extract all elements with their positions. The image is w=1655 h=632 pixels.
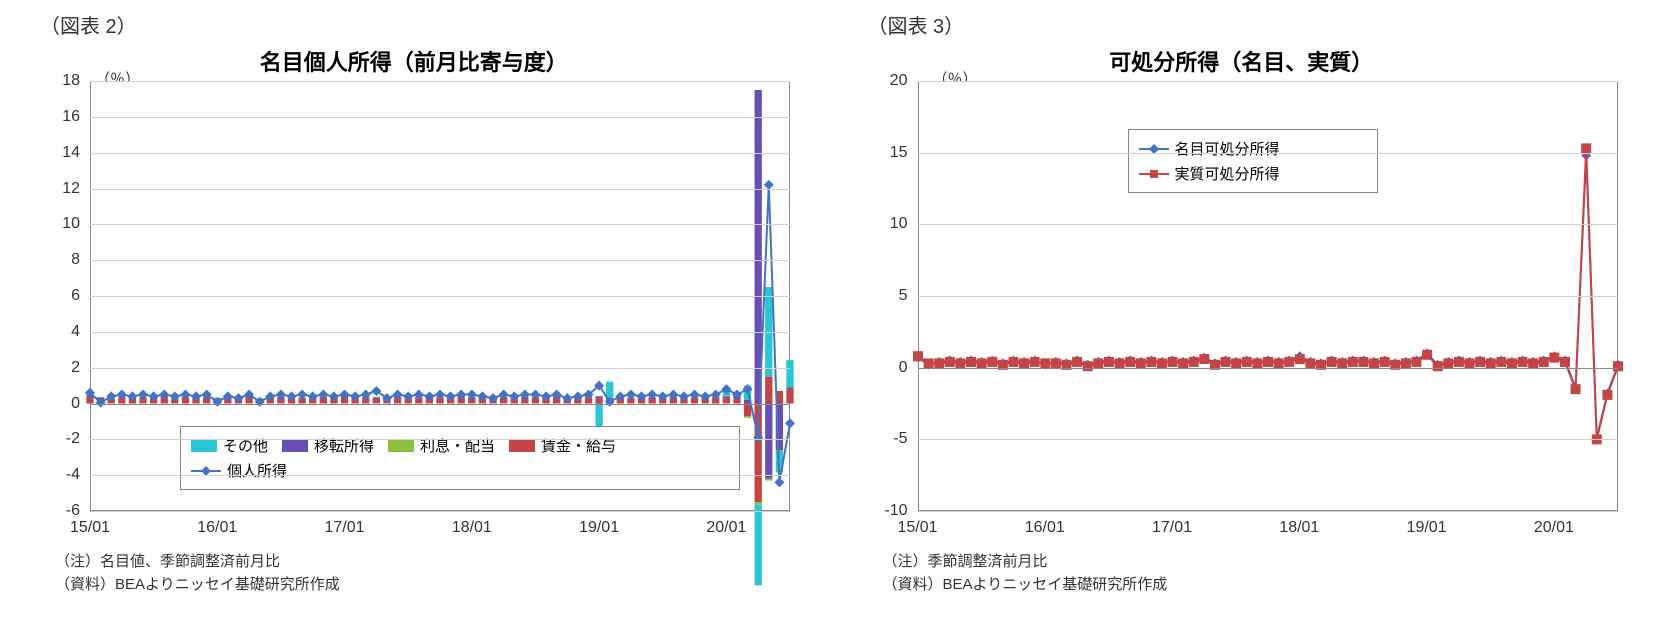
y-tick-label: -6 bbox=[40, 502, 80, 520]
y-tick-label: 14 bbox=[40, 144, 80, 162]
y-tick-label: 20 bbox=[868, 72, 908, 90]
x-tick-label: 16/01 bbox=[197, 519, 237, 537]
x-tick-label: 16/01 bbox=[1025, 519, 1065, 537]
x-tick-label: 15/01 bbox=[897, 519, 937, 537]
legend-label: 個人所得 bbox=[227, 460, 287, 481]
chart-notes: （注）季節調整済前月比 （資料）BEAよりニッセイ基礎研究所作成 bbox=[883, 551, 1636, 596]
note-line: （注）季節調整済前月比 bbox=[883, 551, 1636, 574]
x-tick-label: 18/01 bbox=[452, 519, 492, 537]
y-tick-label: -5 bbox=[868, 430, 908, 448]
legend-item: 移転所得 bbox=[282, 435, 374, 456]
legend-label: その他 bbox=[223, 435, 268, 456]
chart-panel-left: （図表 2） 名目個人所得（前月比寄与度） （％） その他移転所得利息・配当賃金… bbox=[20, 10, 808, 622]
note-line: （資料）BEAよりニッセイ基礎研究所作成 bbox=[55, 574, 808, 597]
x-tick-label: 19/01 bbox=[579, 519, 619, 537]
y-tick-label: 2 bbox=[40, 359, 80, 377]
plot-area: その他移転所得利息・配当賃金・給与個人所得 -6-4-2024681012141… bbox=[90, 81, 790, 511]
y-tick-label: 10 bbox=[868, 215, 908, 233]
y-tick-label: 15 bbox=[868, 144, 908, 162]
legend-item: 賃金・給与 bbox=[509, 435, 616, 456]
legend-label: 実質可処分所得 bbox=[1175, 163, 1280, 184]
x-tick-label: 20/01 bbox=[1534, 519, 1574, 537]
x-tick-label: 19/01 bbox=[1407, 519, 1447, 537]
y-tick-label: 8 bbox=[40, 251, 80, 269]
legend-item: その他 bbox=[191, 435, 268, 456]
legend-item: 名目可処分所得 bbox=[1139, 138, 1353, 159]
x-tick-label: 17/01 bbox=[325, 519, 365, 537]
y-tick-label: -2 bbox=[40, 430, 80, 448]
legend-item: 実質可処分所得 bbox=[1139, 163, 1353, 184]
y-tick-label: 5 bbox=[868, 287, 908, 305]
x-tick-label: 18/01 bbox=[1279, 519, 1319, 537]
legend-item: 利息・配当 bbox=[388, 435, 495, 456]
y-tick-label: 12 bbox=[40, 180, 80, 198]
legend-label: 名目可処分所得 bbox=[1175, 138, 1280, 159]
y-tick-label: 0 bbox=[868, 359, 908, 377]
y-tick-label: -10 bbox=[868, 502, 908, 520]
chart-notes: （注）名目値、季節調整済前月比 （資料）BEAよりニッセイ基礎研究所作成 bbox=[55, 551, 808, 596]
figure-label: （図表 3） bbox=[848, 10, 1636, 39]
y-tick-label: -4 bbox=[40, 466, 80, 484]
figure-label: （図表 2） bbox=[20, 10, 808, 39]
legend-label: 賃金・給与 bbox=[541, 435, 616, 456]
legend-item: 個人所得 bbox=[191, 460, 287, 481]
x-tick-label: 17/01 bbox=[1152, 519, 1192, 537]
legend: その他 移転所得 利息・配当 賃金・給与個人所得 bbox=[180, 426, 740, 490]
y-tick-label: 0 bbox=[40, 395, 80, 413]
x-tick-label: 15/01 bbox=[70, 519, 110, 537]
y-tick-label: 18 bbox=[40, 72, 80, 90]
note-line: （注）名目値、季節調整済前月比 bbox=[55, 551, 808, 574]
legend-label: 移転所得 bbox=[314, 435, 374, 456]
legend-label: 利息・配当 bbox=[420, 435, 495, 456]
y-tick-label: 10 bbox=[40, 215, 80, 233]
chart-panel-right: （図表 3） 可処分所得（名目、実質） （％） 名目可処分所得実質可処分所得 -… bbox=[848, 10, 1636, 622]
legend: 名目可処分所得実質可処分所得 bbox=[1128, 129, 1378, 193]
plot-area: 名目可処分所得実質可処分所得 -10-50510152015/0116/0117… bbox=[918, 81, 1618, 511]
y-tick-label: 4 bbox=[40, 323, 80, 341]
y-tick-label: 16 bbox=[40, 108, 80, 126]
y-tick-label: 6 bbox=[40, 287, 80, 305]
note-line: （資料）BEAよりニッセイ基礎研究所作成 bbox=[883, 574, 1636, 597]
x-tick-label: 20/01 bbox=[706, 519, 746, 537]
